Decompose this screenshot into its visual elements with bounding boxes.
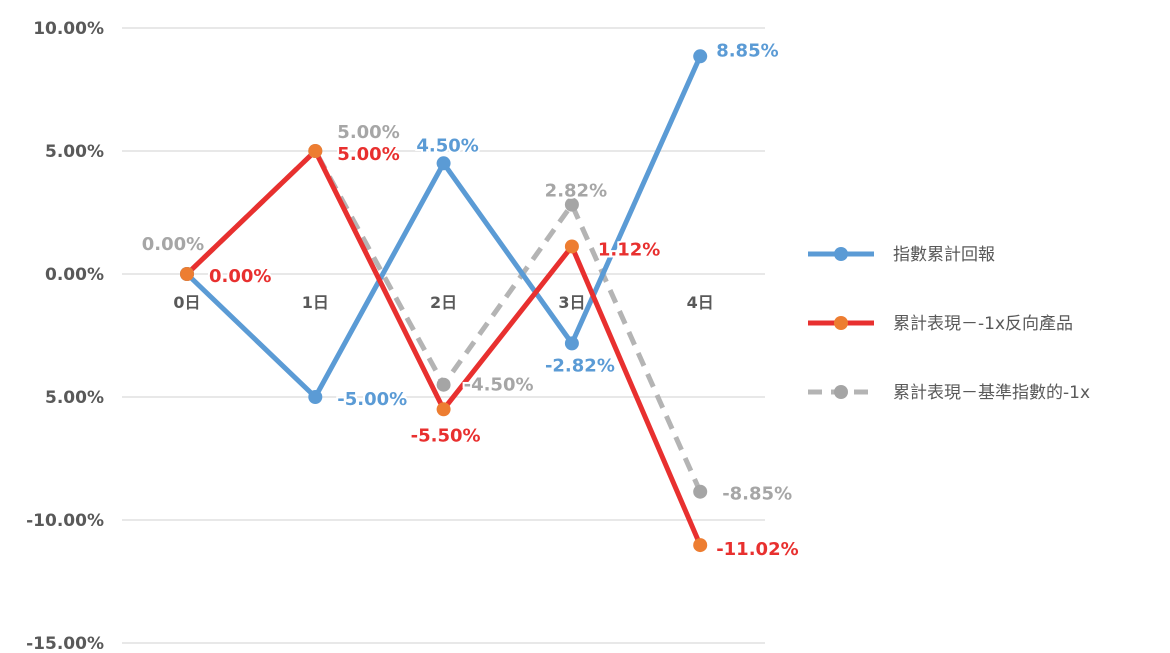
- x-tick-label: 1日: [302, 293, 329, 312]
- data-point: [693, 49, 708, 64]
- data-point: [693, 538, 708, 553]
- y-tick-label: 10.00%: [33, 19, 104, 39]
- data-label: 0.00%: [209, 266, 271, 287]
- data-label: 4.50%: [416, 135, 478, 156]
- data-label: -2.82%: [545, 355, 615, 376]
- legend-label: 累計表現－基準指數的-1x: [893, 383, 1090, 403]
- data-point: [564, 197, 579, 212]
- x-tick-label: 4日: [687, 293, 714, 312]
- data-label: 2.82%: [545, 181, 607, 202]
- data-point: [308, 390, 323, 404]
- series-line-0: [185, 55, 703, 400]
- x-tick-label: 0日: [173, 293, 200, 312]
- data-label: -8.85%: [722, 484, 792, 505]
- data-point: [693, 484, 708, 499]
- data-label: -11.02%: [716, 539, 798, 560]
- y-tick-label: -15.00%: [26, 634, 104, 653]
- y-tick-label: 5.00%: [45, 388, 104, 408]
- legend-swatch-marker: [834, 247, 848, 261]
- y-tick-label: 0.00%: [45, 265, 104, 285]
- data-point: [180, 267, 194, 281]
- data-label: 0.00%: [142, 234, 204, 255]
- data-label: -5.00%: [337, 389, 407, 410]
- x-tick-label: 2日: [430, 293, 457, 312]
- data-point: [308, 144, 323, 158]
- data-label: -4.50%: [464, 375, 534, 396]
- data-label: 1.12%: [598, 239, 660, 260]
- data-label: -5.50%: [411, 425, 481, 446]
- data-label: 5.00%: [337, 122, 399, 143]
- data-point: [564, 239, 579, 254]
- x-tick-label: 3日: [558, 293, 585, 312]
- data-point: [436, 402, 451, 417]
- legend-swatch-marker: [834, 316, 848, 330]
- legend-label: 累計表現－-1x反向產品: [893, 314, 1073, 334]
- data-point: [436, 156, 451, 171]
- data-label: 5.00%: [337, 144, 399, 165]
- data-point: [436, 377, 451, 392]
- legend-swatch-marker: [834, 385, 848, 399]
- data-label: 8.85%: [716, 40, 778, 61]
- data-point: [564, 336, 579, 351]
- y-tick-label: -10.00%: [26, 511, 104, 531]
- y-tick-label: 5.00%: [45, 142, 104, 162]
- legend-label: 指數累計回報: [893, 245, 995, 265]
